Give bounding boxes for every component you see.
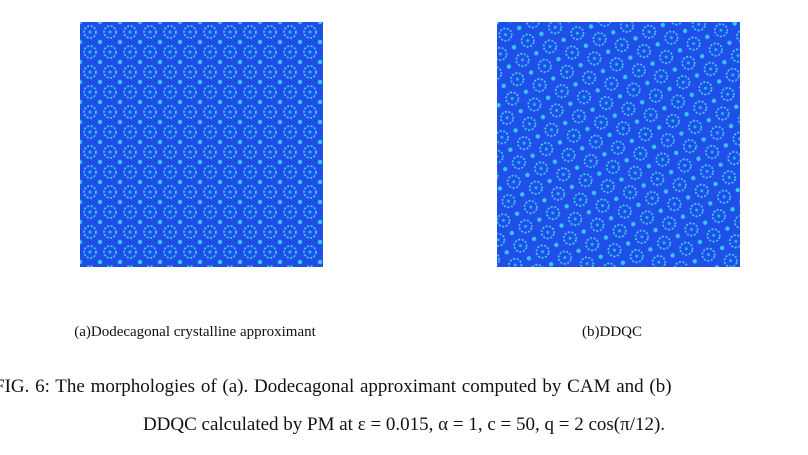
caption-line: DDQC calculated by PM at ε = 0.015, α = … xyxy=(142,414,666,435)
subfigure-label: (a)Dodecagonal crystalline approximant xyxy=(74,324,316,340)
morphology-image-a xyxy=(80,22,323,267)
morphology-image-b xyxy=(497,22,740,267)
subfigure-label: (b)DDQC xyxy=(582,324,642,340)
caption-line: FIG. 6: The morphologies of (a). Dodecag… xyxy=(0,376,672,397)
